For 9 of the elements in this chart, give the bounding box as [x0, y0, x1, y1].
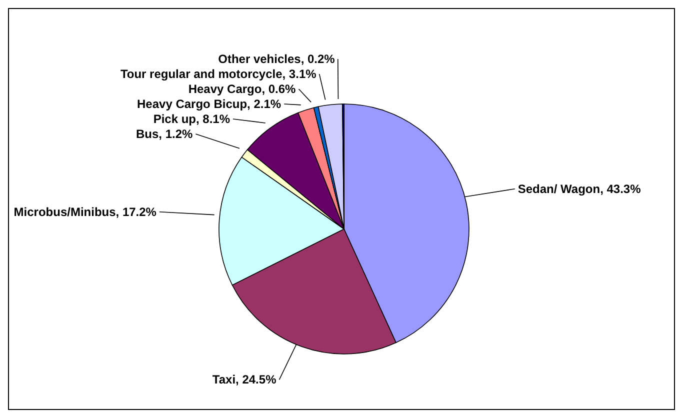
slice-label: Pick up, 8.1% [153, 112, 230, 126]
slice-label: Heavy Cargo, 0.6% [188, 82, 296, 96]
slice-label: Heavy Cargo Bicup, 2.1% [137, 97, 282, 112]
slice-label: Bus, 1.2% [136, 127, 194, 142]
slice-label: Tour regular and motorcycle, 3.1% [120, 67, 317, 82]
slice-label: Other vehicles, 0.2% [218, 52, 336, 66]
slice-label: Sedan/ Wagon, 43.3% [518, 182, 642, 196]
slice-label: Taxi, 24.5% [212, 372, 277, 387]
slice-label: Microbus/Minibus, 17.2% [14, 204, 157, 219]
